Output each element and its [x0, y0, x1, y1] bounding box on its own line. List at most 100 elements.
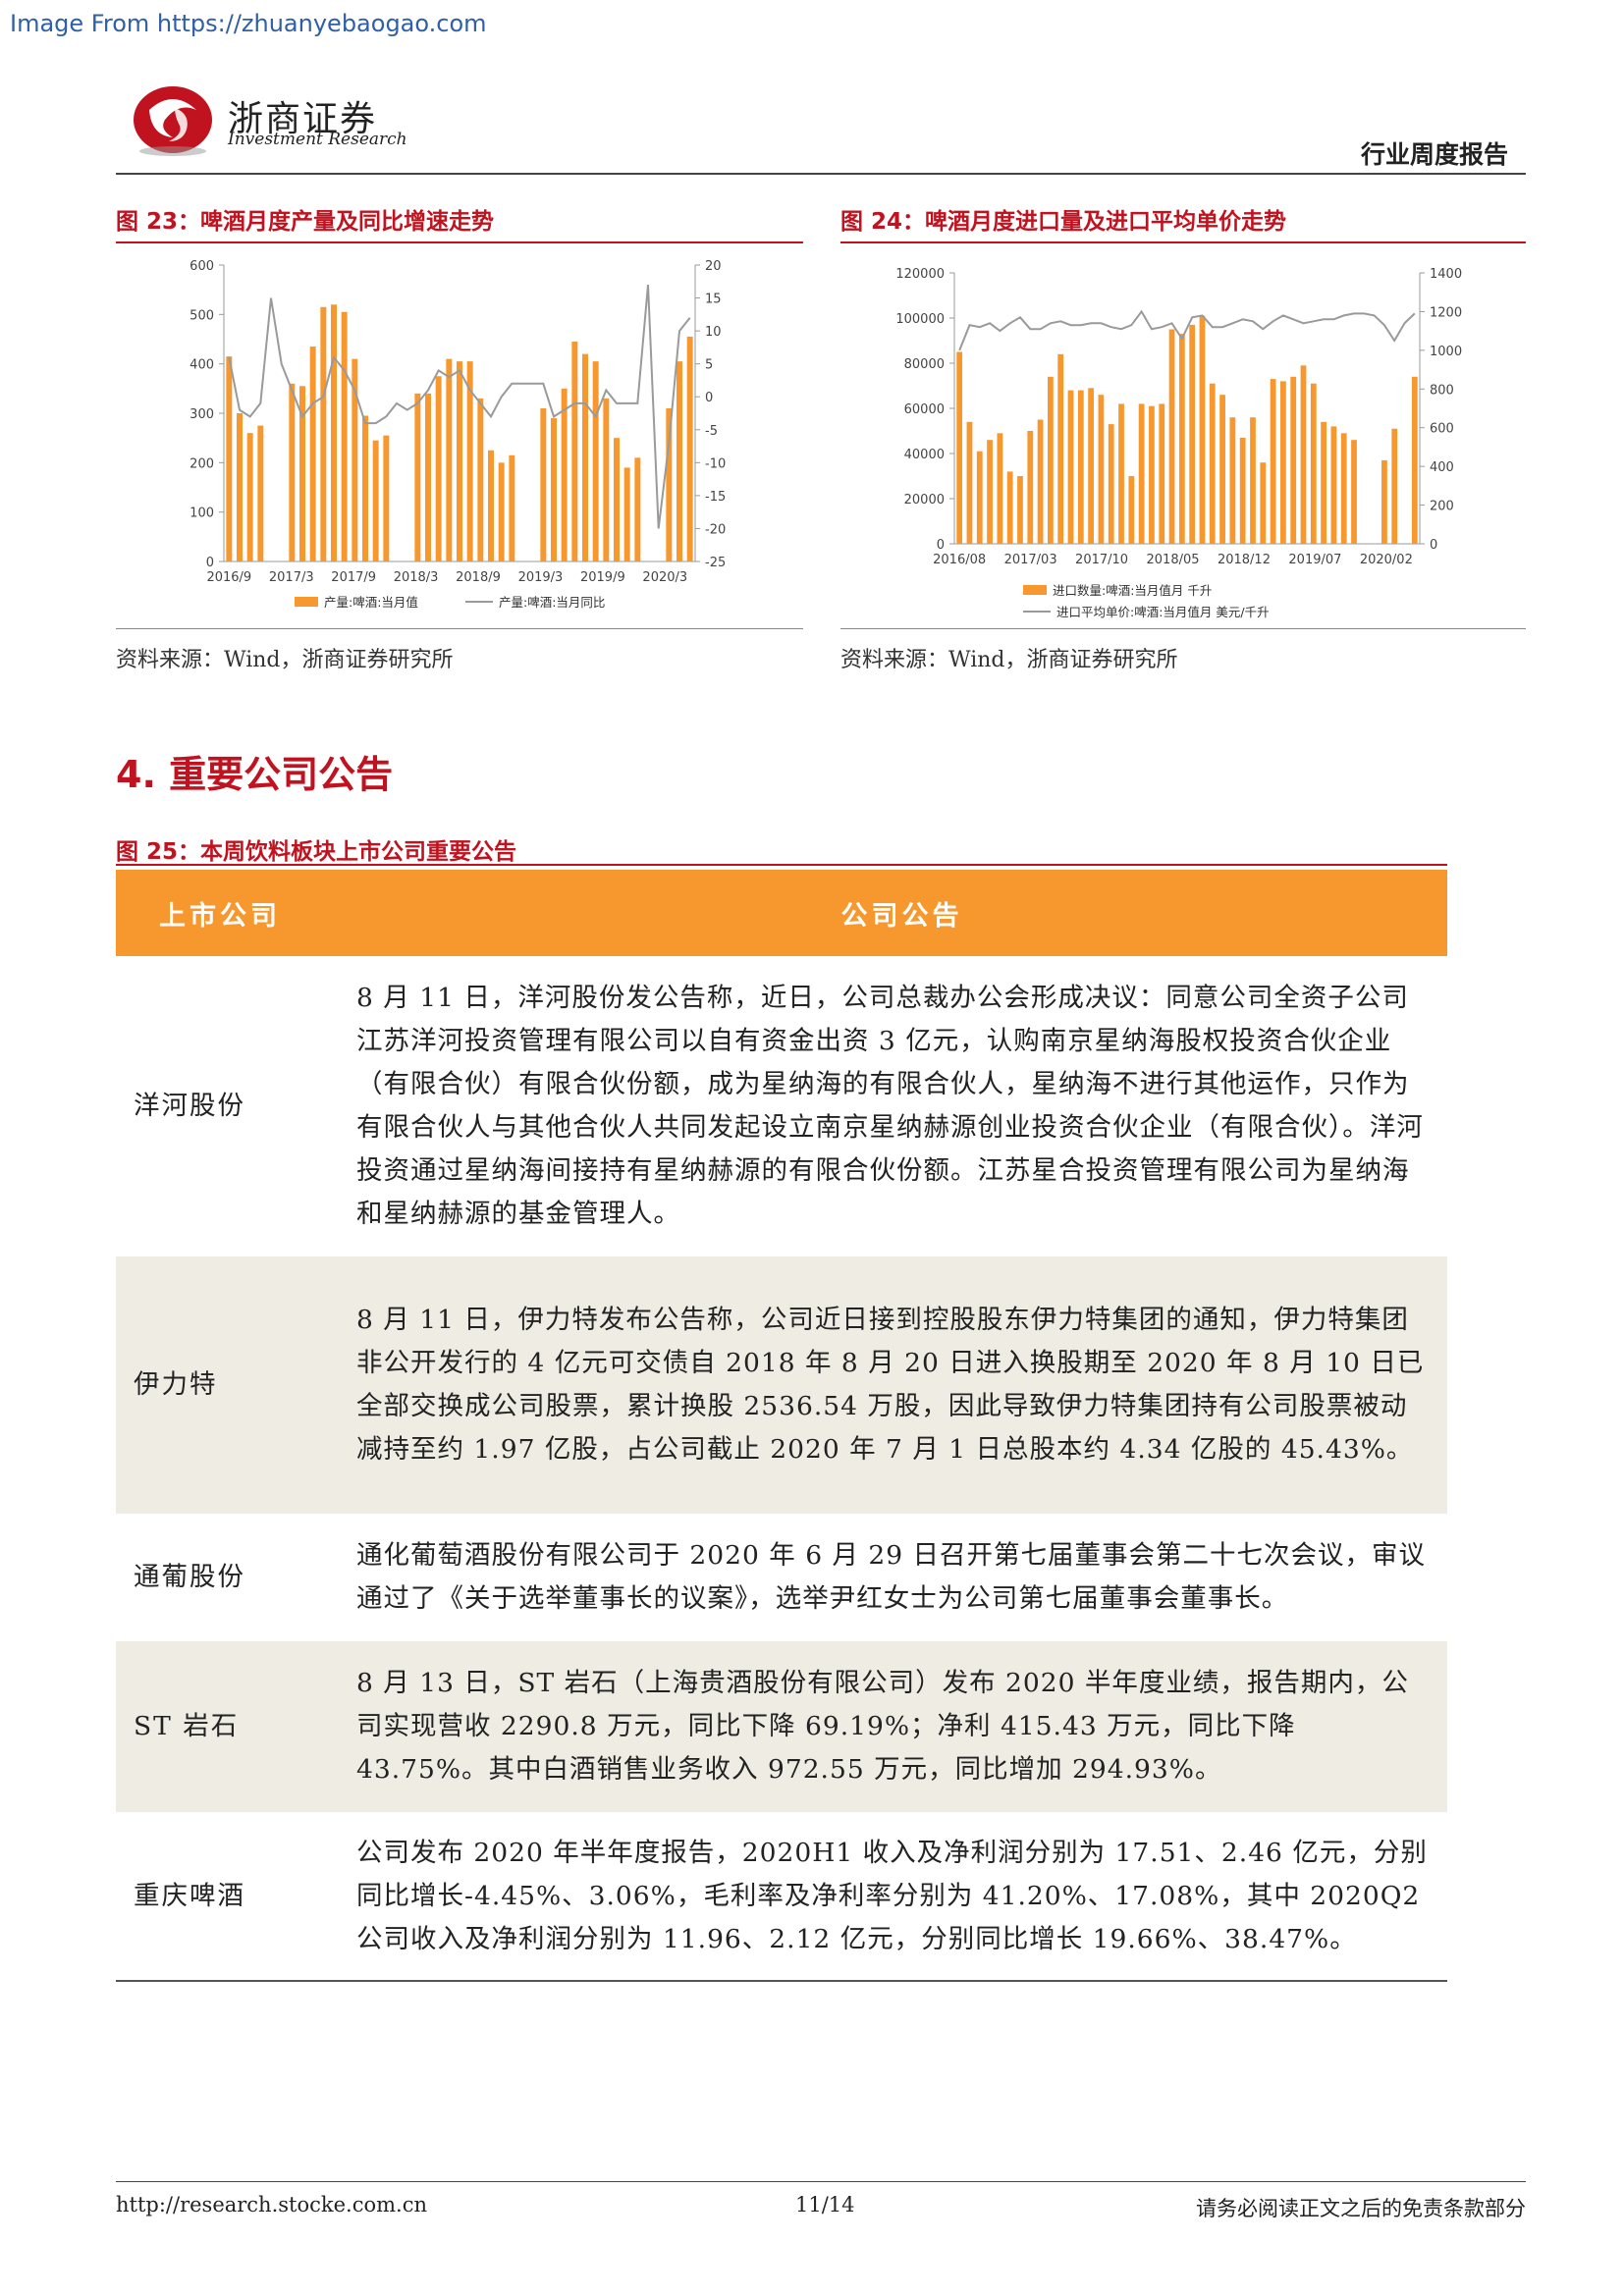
bar [1006, 471, 1013, 544]
bar [1057, 353, 1064, 544]
bar [976, 451, 983, 544]
right-tick-label: -15 [705, 490, 726, 505]
bar [226, 356, 233, 561]
bar [477, 398, 484, 561]
x-tick-label: 2017/10 [1075, 553, 1128, 567]
bar [372, 440, 379, 561]
right-tick-label: 1200 [1430, 305, 1462, 320]
fig25-title: 图 25：本周饮料板块上市公司重要公告 [116, 839, 517, 865]
section-title: 4. 重要公司公告 [116, 753, 394, 796]
bar [1391, 428, 1398, 544]
brand-logo [130, 80, 375, 159]
left-tick-label: 80000 [904, 357, 945, 372]
x-tick-label: 2018/3 [394, 570, 439, 585]
bar [1219, 395, 1225, 544]
announcement-table-grid: 上市公司 公司公告 洋河股份 8 月 11 日，洋河股份发公告称，近日，公司总裁… [116, 870, 1447, 1982]
bar [1310, 383, 1317, 544]
brand-name-en: Investment Research [228, 130, 407, 149]
left-tick-label: 0 [206, 556, 214, 570]
x-tick-label: 2019/07 [1288, 553, 1341, 567]
x-tick-label: 2018/05 [1147, 553, 1200, 567]
table-row: 伊力特 8 月 11 日，伊力特发布公告称，公司近日接到控股股东伊力特集团的通知… [116, 1256, 1447, 1514]
bar [457, 361, 462, 561]
bar [1128, 476, 1135, 544]
bar [1199, 315, 1206, 544]
left-tick-label: 100000 [895, 312, 945, 327]
fig24-chart-svg: 0 20000 40000 60000 80000 100000 120000 0 200 400… [895, 267, 1462, 619]
bar [352, 358, 358, 561]
bar [1239, 437, 1246, 544]
column-header-announcement: 公司公告 [356, 870, 1447, 956]
left-tick-label: 40000 [904, 448, 945, 462]
report-type: 行业周度报告 [1360, 140, 1508, 169]
bar [1280, 381, 1286, 544]
bar [1321, 421, 1326, 544]
bar [1351, 440, 1357, 544]
x-tick-label: 2020/3 [642, 570, 687, 585]
fig24-source: 资料来源：Wind，浙商证券研究所 [840, 648, 1178, 672]
left-tick-label: 600 [189, 259, 214, 274]
right-tick-label: -10 [705, 456, 726, 471]
bar [435, 376, 442, 561]
bar [1048, 376, 1054, 544]
x-tick-label: 2017/3 [269, 570, 314, 585]
bar [582, 353, 588, 561]
bar [540, 407, 547, 561]
right-tick-label: 600 [1430, 422, 1454, 437]
left-tick-label: 100 [189, 507, 214, 521]
bar [1260, 462, 1267, 544]
bar [383, 435, 390, 561]
bar [320, 306, 327, 561]
fig24-title: 图 24：啤酒月度进口量及进口平均单价走势 [840, 209, 1287, 235]
right-tick-label: 15 [705, 293, 722, 307]
bar [1138, 403, 1145, 544]
page-number: 11/14 [795, 2193, 855, 2216]
bar [1168, 329, 1175, 544]
bar [634, 457, 641, 561]
fig23-chart: 0 100 200 300 400 500 600 -25 -20 -15 -10 -5 0 5 10 15 2… [116, 247, 803, 622]
table-row: ST 岩石 8 月 13 日，ST 岩石（上海贵酒股份有限公司）发布 2020 … [116, 1641, 1447, 1812]
bar [1159, 403, 1165, 544]
footer-url[interactable]: http://research.stocke.com.cn [116, 2193, 427, 2216]
left-tick-label: 500 [189, 308, 214, 323]
table-row: 重庆啤酒 公司发布 2020 年半年度报告，2020H1 收入及净利润分别为 1… [116, 1812, 1447, 1982]
x-tick-label: 2019/9 [580, 570, 625, 585]
table-row: 通葡股份 通化葡萄酒股份有限公司于 2020 年 6 月 29 日召开第七届董事… [116, 1514, 1447, 1641]
bar [289, 383, 296, 561]
right-tick-label: -20 [705, 522, 726, 537]
bar [1077, 390, 1084, 544]
bar [1300, 365, 1307, 544]
left-tick-label: 20000 [904, 493, 945, 507]
bar [1178, 334, 1185, 544]
bar [1189, 324, 1196, 544]
bar [1149, 405, 1155, 544]
fig23-source: 资料来源：Wind，浙商证券研究所 [116, 648, 454, 672]
bar [488, 450, 494, 561]
fig23-source-divider [116, 628, 803, 629]
right-tick-label: -5 [705, 424, 718, 439]
brand-name-cn: 浙商证券 [228, 99, 378, 139]
company-name: 洋河股份 [134, 1091, 245, 1121]
left-tick-label: 0 [937, 538, 945, 553]
announcement-table: 上市公司 公司公告 洋河股份 8 月 11 日，洋河股份发公告称，近日，公司总裁… [116, 870, 1447, 1982]
right-tick-label: 5 [705, 358, 713, 373]
left-tick-label: 60000 [904, 402, 945, 417]
footer-disclaimer: 请务必阅读正文之后的免责条款部分 [1196, 2197, 1526, 2220]
bar [1290, 376, 1297, 544]
bar [603, 398, 610, 561]
bar [299, 386, 305, 561]
bar [561, 388, 568, 561]
fig25-title-underline [116, 864, 1447, 866]
bar [623, 467, 630, 561]
company-name: 重庆啤酒 [116, 1812, 356, 1982]
bar [1250, 417, 1256, 544]
bar [592, 361, 599, 561]
fig24-source-divider [840, 628, 1526, 629]
bar [1340, 433, 1347, 544]
bar [1118, 403, 1124, 544]
x-tick-label: 2016/9 [206, 570, 251, 585]
legend-bar-label: 产量:啤酒:当月值 [324, 595, 418, 610]
bar [446, 358, 453, 561]
bar [987, 440, 993, 544]
bar [1108, 424, 1114, 544]
